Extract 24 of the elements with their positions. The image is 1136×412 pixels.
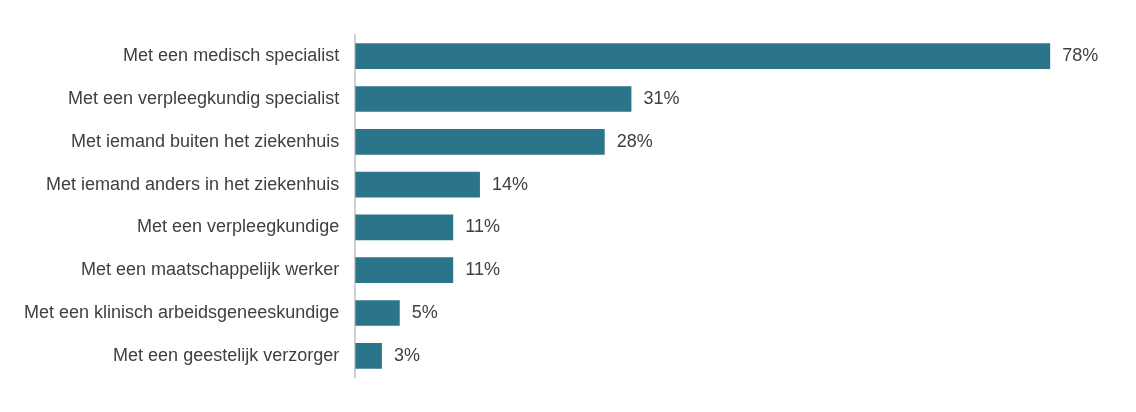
data-label: 5% xyxy=(411,301,438,322)
data-label: 14% xyxy=(491,173,528,194)
data-label: 11% xyxy=(465,259,500,280)
y-tick-label: Met een geestelijk verzorger xyxy=(113,344,340,365)
y-tick-label: Met iemand buiten het ziekenhuis xyxy=(71,130,340,151)
bar xyxy=(355,214,454,241)
data-label: 31% xyxy=(643,87,680,108)
y-tick-label: Met een klinisch arbeidsgeneeskundige xyxy=(24,301,340,322)
y-tick-label: Met een verpleegkundig specialist xyxy=(68,87,340,108)
data-label: 78% xyxy=(1062,45,1099,66)
bar xyxy=(355,86,632,112)
data-label: 28% xyxy=(616,130,653,151)
data-label: 3% xyxy=(393,344,420,365)
y-tick-label: Met een medisch specialist xyxy=(123,45,340,66)
bar xyxy=(355,257,454,284)
bar xyxy=(355,43,1051,70)
bar xyxy=(355,171,480,198)
y-tick-label: Met een verpleegkundige xyxy=(137,216,340,237)
bar xyxy=(355,342,382,369)
y-tick-label: Met iemand anders in het ziekenhuis xyxy=(46,173,340,194)
bar xyxy=(355,128,605,155)
bar xyxy=(355,300,400,326)
y-tick-label: Met een maatschappelijk werker xyxy=(81,259,340,280)
data-label: 11% xyxy=(465,216,500,237)
